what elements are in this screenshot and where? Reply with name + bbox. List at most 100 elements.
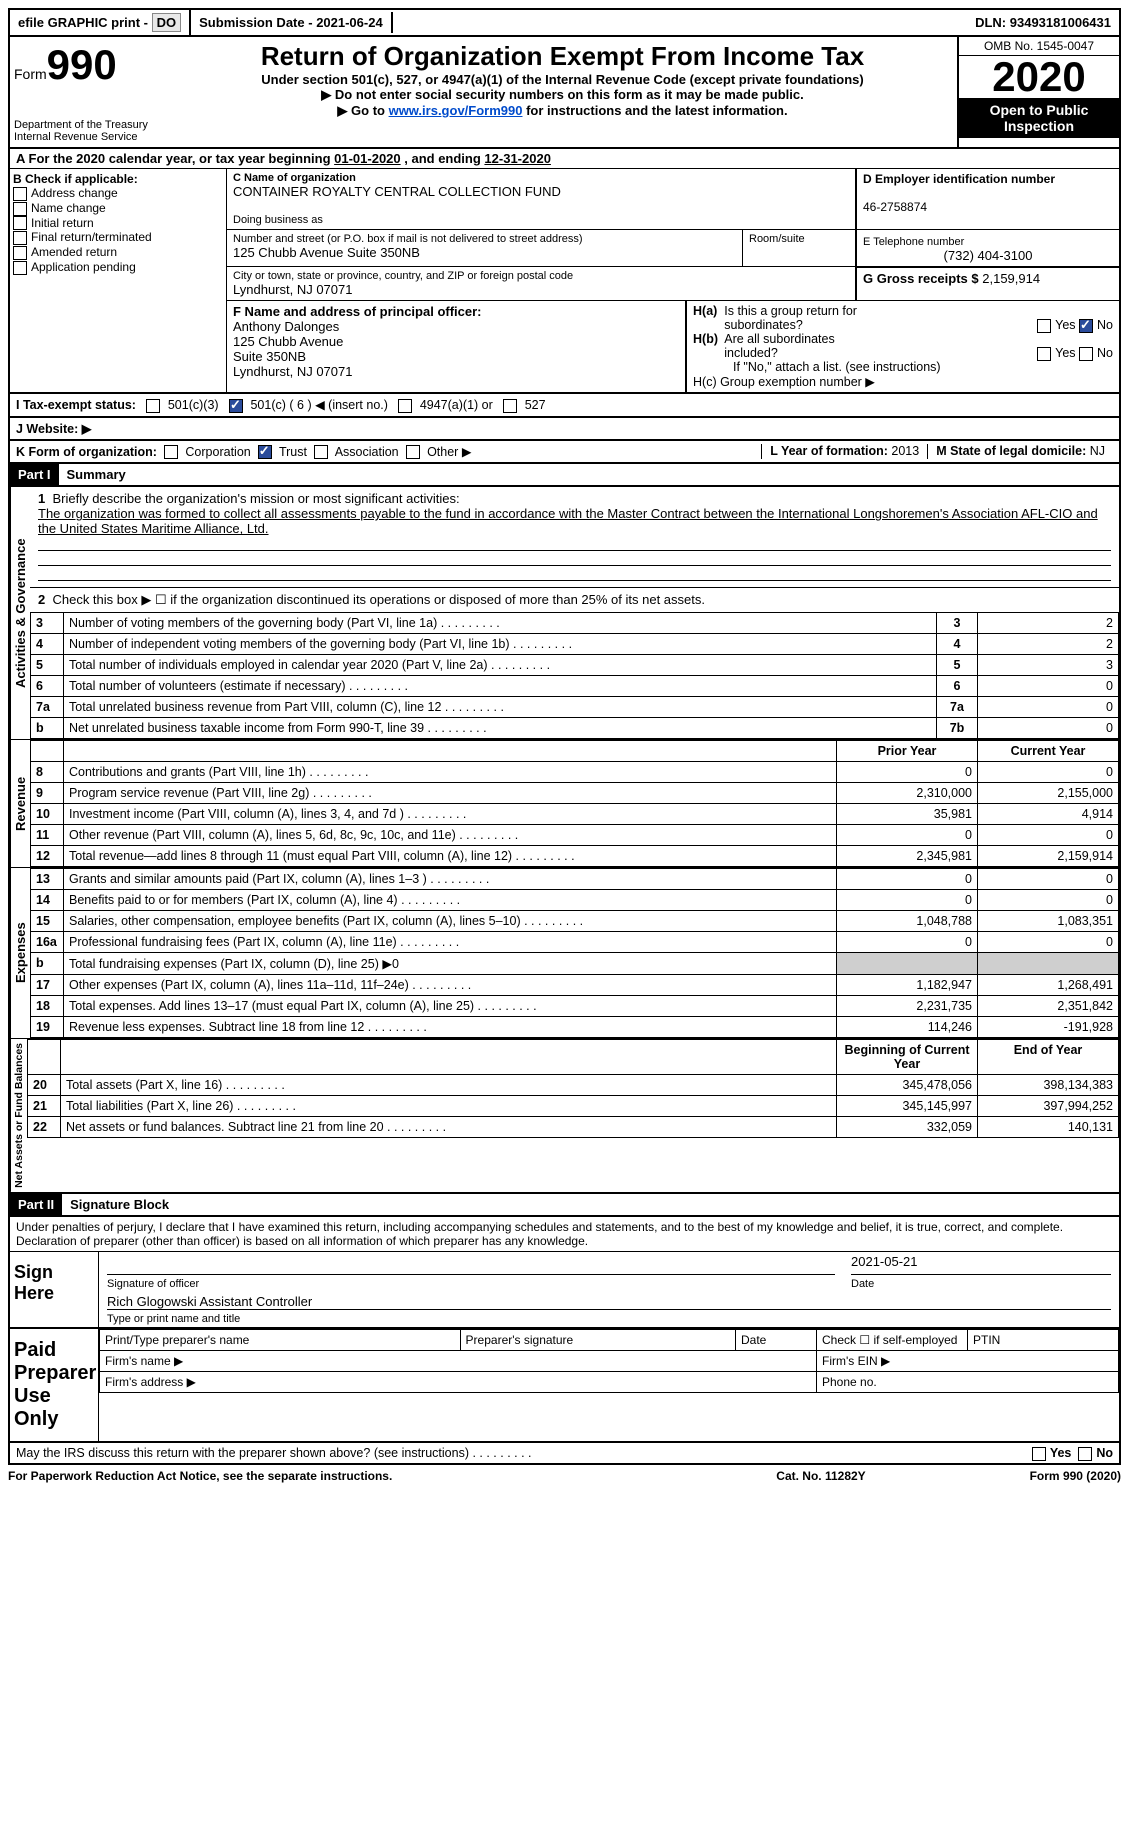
cb-527[interactable]	[503, 399, 517, 413]
cb-assoc[interactable]	[314, 445, 328, 459]
may-discuss: May the IRS discuss this return with the…	[8, 1443, 1121, 1465]
q1-label: Briefly describe the organization's miss…	[52, 491, 459, 506]
cb-hb-no[interactable]	[1079, 347, 1093, 361]
top-bar: efile GRAPHIC print - DO Submission Date…	[8, 8, 1121, 37]
dba-label: Doing business as	[233, 214, 849, 226]
vlabel-netassets: Net Assets or Fund Balances	[10, 1039, 27, 1192]
dln: DLN: 93493181006431	[967, 12, 1119, 33]
dept-label: Department of the Treasury Internal Reve…	[14, 119, 164, 143]
gross-value: 2,159,914	[982, 271, 1040, 286]
form-number: 990	[47, 41, 117, 88]
cb-hb-yes[interactable]	[1037, 347, 1051, 361]
officer-name: Anthony Dalonges	[233, 319, 339, 334]
year-formation: 2013	[891, 444, 919, 458]
cb-ha-no[interactable]	[1079, 319, 1093, 333]
efile-label: efile GRAPHIC print - DO	[10, 10, 191, 35]
expenses-table: 13Grants and similar amounts paid (Part …	[30, 868, 1119, 1038]
cb-other[interactable]	[406, 445, 420, 459]
cb-501c3[interactable]	[146, 399, 160, 413]
part2-title: Signature Block	[62, 1194, 177, 1215]
part2-header: Part II	[10, 1194, 62, 1215]
cb-ha-yes[interactable]	[1037, 319, 1051, 333]
cb-address-change[interactable]	[13, 187, 27, 201]
vlabel-governance: Activities & Governance	[10, 487, 30, 739]
entity-block: B Check if applicable: Address change Na…	[8, 169, 1121, 394]
part1-title: Summary	[59, 464, 134, 485]
firm-ein: Firm's EIN ▶	[817, 1351, 1119, 1372]
form-prefix: Form	[14, 66, 47, 82]
firm-addr: Firm's address ▶	[100, 1372, 817, 1393]
room-label: Room/suite	[749, 233, 849, 245]
tax-year: 2020	[959, 56, 1119, 98]
ptin-label: PTIN	[968, 1330, 1119, 1351]
org-name-label: C Name of organization	[233, 172, 356, 184]
year-formation-label: L Year of formation:	[770, 444, 888, 458]
page-footer: For Paperwork Reduction Act Notice, see …	[8, 1465, 1121, 1483]
city-value: Lyndhurst, NJ 07071	[233, 282, 849, 297]
firm-name: Firm's name ▶	[100, 1351, 817, 1372]
ein-value: 46-2758874	[863, 200, 927, 214]
cb-discuss-no[interactable]	[1078, 1447, 1092, 1461]
addr-value: 125 Chubb Avenue Suite 350NB	[233, 245, 736, 260]
part1-header: Part I	[10, 464, 59, 485]
line-a: A For the 2020 calendar year, or tax yea…	[8, 147, 1121, 169]
firm-phone: Phone no.	[817, 1372, 1119, 1393]
netassets-table: Beginning of Current YearEnd of Year 20T…	[27, 1039, 1119, 1138]
gross-label: G Gross receipts $	[863, 271, 979, 286]
vlabel-expenses: Expenses	[10, 868, 30, 1038]
h-b: H(b) Are all subordinates included? Yes …	[693, 332, 1113, 360]
city-label: City or town, state or province, country…	[233, 270, 849, 282]
paid-preparer-label: Paid Preparer Use Only	[10, 1329, 99, 1441]
cb-501c[interactable]	[229, 399, 243, 413]
subtitle-1: Under section 501(c), 527, or 4947(a)(1)…	[172, 72, 953, 87]
cb-name-change[interactable]	[13, 202, 27, 216]
q1-answer: The organization was formed to collect a…	[38, 506, 1098, 536]
form-header: Form990 Department of the Treasury Inter…	[8, 37, 1121, 147]
cb-4947[interactable]	[398, 399, 412, 413]
revenue-table: Prior YearCurrent Year 8Contributions an…	[30, 740, 1119, 867]
tel-value: (732) 404-3100	[863, 248, 1113, 263]
cb-corp[interactable]	[164, 445, 178, 459]
irs-link[interactable]: www.irs.gov/Form990	[389, 103, 523, 118]
org-name: CONTAINER ROYALTY CENTRAL COLLECTION FUN…	[233, 184, 849, 199]
col-b: B Check if applicable: Address change Na…	[10, 169, 227, 392]
cb-final-return[interactable]	[13, 231, 27, 245]
preparer-date-label: Date	[736, 1330, 817, 1351]
sign-here-label: Sign Here	[10, 1252, 99, 1327]
h-a: H(a) Is this a group return for subordin…	[693, 304, 1113, 332]
sign-here-block: Sign Here Signature of officer 2021-05-2…	[8, 1252, 1121, 1329]
paid-preparer-block: Paid Preparer Use Only Print/Type prepar…	[8, 1329, 1121, 1443]
cb-amended-return[interactable]	[13, 246, 27, 260]
cb-trust[interactable]	[258, 445, 272, 459]
preparer-sig-label: Preparer's signature	[460, 1330, 735, 1351]
governance-table: 3Number of voting members of the governi…	[30, 612, 1119, 739]
domicile-label: M State of legal domicile:	[936, 444, 1086, 458]
q2: 2 Check this box ▶ ☐ if the organization…	[30, 588, 1119, 612]
vlabel-revenue: Revenue	[10, 740, 30, 867]
line-j: J Website: ▶	[8, 418, 1121, 441]
cb-initial-return[interactable]	[13, 216, 27, 230]
h-c: H(c) Group exemption number ▶	[693, 374, 1113, 389]
officer-signature-line[interactable]	[107, 1254, 835, 1275]
ein-label: D Employer identification number	[863, 172, 1055, 186]
h-note: If "No," attach a list. (see instruction…	[693, 360, 1113, 374]
domicile: NJ	[1090, 444, 1105, 458]
subtitle-3: ▶ Go to www.irs.gov/Form990 for instruct…	[172, 103, 953, 119]
sign-date: 2021-05-21	[851, 1254, 1111, 1275]
cb-application-pending[interactable]	[13, 261, 27, 275]
self-employed-check[interactable]: Check ☐ if self-employed	[817, 1330, 968, 1351]
do-button[interactable]: DO	[152, 13, 182, 32]
cb-discuss-yes[interactable]	[1032, 1447, 1046, 1461]
line-i: I Tax-exempt status: 501(c)(3) 501(c) ( …	[8, 394, 1121, 418]
officer-label: F Name and address of principal officer:	[233, 304, 482, 319]
tel-label: E Telephone number	[863, 236, 964, 248]
submission-date: Submission Date - 2021-06-24	[191, 12, 393, 33]
addr-label: Number and street (or P.O. box if mail i…	[233, 233, 736, 245]
open-inspection: Open to Public Inspection	[959, 98, 1119, 138]
form-title: Return of Organization Exempt From Incom…	[172, 41, 953, 72]
officer-name-title: Rich Glogowski Assistant Controller	[107, 1294, 1111, 1310]
declaration: Under penalties of perjury, I declare th…	[8, 1217, 1121, 1252]
line-k: K Form of organization: Corporation Trus…	[8, 441, 1121, 465]
subtitle-2: ▶ Do not enter social security numbers o…	[172, 87, 953, 103]
preparer-name-label: Print/Type preparer's name	[100, 1330, 461, 1351]
